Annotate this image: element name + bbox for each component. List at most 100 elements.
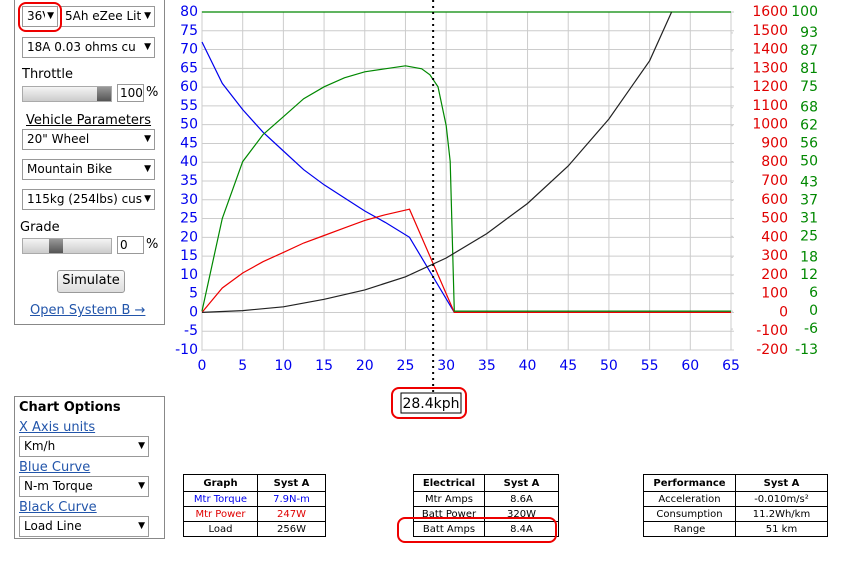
y2-tick-label: 1500 [752,23,788,39]
table-cell: Consumption [643,506,736,522]
y2-tick-label: 1100 [752,98,788,114]
table-cell: 8.6A [484,491,559,507]
motor-select[interactable]: 18A 0.03 ohms cu [22,37,155,58]
table-cell: -0.010m/s² [735,491,828,507]
y2-tick-label: 400 [761,229,788,245]
grade-label: Grade [20,220,60,235]
table-header: Syst A [484,474,559,492]
y3-tick-label: 0 [809,303,818,319]
table-cell: Batt Amps [413,521,485,537]
y2-tick-label: 100 [761,286,788,302]
y-tick-label: 0 [189,304,198,320]
y-tick-label: 15 [180,248,198,264]
y3-tick-label: 75 [800,79,818,95]
grade-slider[interactable] [22,238,112,254]
table-cell: 7.9N-m [257,491,326,507]
y3-tick-label: 81 [800,61,818,77]
y-tick-label: 10 [180,267,198,283]
throttle-slider[interactable] [22,86,112,102]
table-cell: 8.4A [484,521,559,537]
table-cell: 11.2Wh/km [735,506,828,522]
black-curve-select[interactable]: Load Line [19,516,149,537]
y2-tick-label: 1600 [752,4,788,20]
series-line [201,208,731,313]
y3-tick-label: 68 [800,100,818,116]
mass-select[interactable]: 115kg (254lbs) cus [22,189,155,210]
x-axis-select[interactable]: Km/h [19,436,149,457]
y3-tick-label: -6 [804,321,818,337]
grade-input[interactable]: 0 [117,236,144,254]
grade-unit: % [146,237,159,252]
x-tick-label: 55 [641,358,659,374]
wheel-select[interactable]: 20" Wheel [22,129,155,150]
x-tick-label: 60 [681,358,699,374]
black-curve-label: Black Curve [19,500,97,515]
open-system-link[interactable]: Open System B → [30,303,146,318]
x-axis-label: X Axis units [19,420,96,435]
y3-tick-label: -13 [795,342,818,358]
series-line [201,65,731,312]
table-cell: 320W [484,506,559,522]
y3-tick-label: 12 [800,267,818,283]
y-tick-label: 40 [180,154,198,170]
throttle-input[interactable]: 100 [117,84,144,102]
y3-tick-label: 50 [800,154,818,170]
x-tick-label: 35 [478,358,496,374]
y2-tick-label: 1000 [752,117,788,133]
table-cell: 51 km [735,521,828,537]
y3-tick-label: 37 [800,192,818,208]
vehicle-heading: Vehicle Parameters [26,113,152,128]
y2-tick-label: 700 [761,173,788,189]
y3-tick-label: 31 [800,210,818,226]
x-tick-label: 0 [198,358,207,374]
y-tick-label: 45 [180,135,198,151]
table-cell: Range [643,521,736,537]
blue-curve-select[interactable]: N-m Torque [19,476,149,497]
result-table: Performance Syst A Acceleration -0.010m/s² C… [643,474,828,537]
y2-tick-label: 1200 [752,79,788,95]
y2-tick-label: 500 [761,211,788,227]
y2-tick-label: 1400 [752,42,788,58]
table-header: Graph [183,474,258,492]
x-tick-label: 50 [600,358,618,374]
x-tick-label: 10 [274,358,292,374]
x-tick-label: 25 [397,358,415,374]
y2-tick-label: 800 [761,154,788,170]
table-header: Electrical [413,474,485,492]
result-table: Graph Syst A Mtr Torque 7.9N-m Mtr Power 247W… [183,474,326,537]
table-cell: Mtr Power [183,506,258,522]
x-tick-label: 45 [559,358,577,374]
x-tick-label: 40 [519,358,537,374]
y-tick-label: 20 [180,229,198,245]
y2-tick-label: 200 [761,267,788,283]
table-header: Syst A [257,474,326,492]
y-tick-label: 30 [180,192,198,208]
y2-tick-label: -100 [756,323,788,339]
simulate-button[interactable]: Simulate [57,270,125,293]
y-tick-label: 55 [180,98,198,114]
blue-curve-label: Blue Curve [19,460,91,475]
result-table: Electrical Syst A Mtr Amps 8.6A Batt Power 32… [413,474,559,537]
y2-tick-label: 300 [761,248,788,264]
y-tick-label: 5 [189,286,198,302]
y2-tick-label: -200 [756,342,788,358]
table-header: Syst A [735,474,828,492]
voltage-select[interactable]: 36V [22,6,58,27]
y2-tick-label: 600 [761,192,788,208]
y3-tick-label: 6 [809,285,818,301]
y3-tick-label: 43 [800,174,818,190]
x-tick-label: 20 [356,358,374,374]
throttle-unit: % [146,85,159,100]
y-tick-label: -5 [184,323,198,339]
y-tick-label: -10 [175,342,198,358]
bike-select[interactable]: Mountain Bike [22,159,155,180]
chart: 0 5 10 15 20 25 30 35 40 45 50 55 60 65-10-5051015202… [175,0,818,414]
series-line [201,41,731,313]
y-tick-label: 80 [180,4,198,20]
table-cell: 247W [257,506,326,522]
battery-select[interactable]: 5Ah eZee Lit [60,6,155,27]
y3-tick-label: 93 [800,25,818,41]
y-tick-label: 65 [180,60,198,76]
y3-tick-label: 87 [800,43,818,59]
y3-tick-label: 18 [800,249,818,265]
